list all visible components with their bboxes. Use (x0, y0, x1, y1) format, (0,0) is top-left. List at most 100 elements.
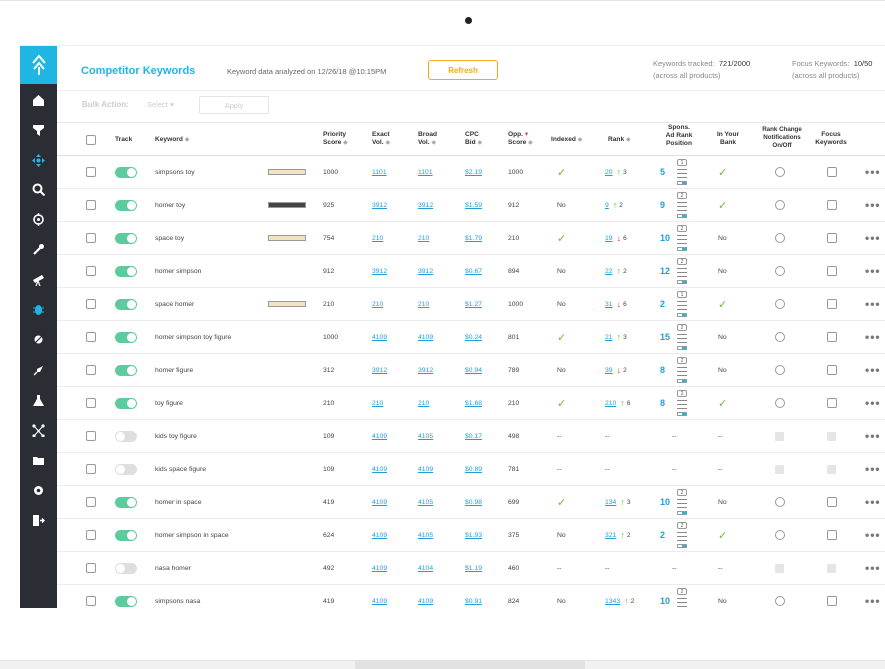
sidebar-item-lab[interactable] (20, 390, 57, 410)
track-toggle[interactable] (115, 552, 137, 584)
rank-link[interactable]: 321 (605, 531, 617, 539)
cpc-bid-link[interactable]: $0.24 (465, 333, 483, 341)
track-toggle[interactable] (115, 156, 137, 188)
exact-vol-link[interactable]: 4109 (372, 564, 388, 572)
track-toggle[interactable] (115, 189, 137, 221)
broad-vol-link[interactable]: 3912 (418, 201, 434, 209)
focus-keyword-checkbox[interactable] (827, 387, 837, 419)
bulk-action-select[interactable]: Select ▾ (147, 100, 174, 109)
col-in-your-bank[interactable]: In Your Bank (709, 131, 747, 147)
broad-vol-link[interactable]: 4105 (418, 432, 434, 440)
broad-vol-link[interactable]: 4109 (418, 465, 434, 473)
rank-link[interactable]: 31 (605, 300, 613, 308)
track-toggle[interactable] (115, 420, 137, 452)
rank-notification-toggle[interactable] (775, 255, 785, 287)
col-opp-score[interactable]: Opp. ▾ Score ◆ (508, 131, 533, 147)
focus-keyword-checkbox[interactable] (827, 321, 837, 353)
broad-vol-link[interactable]: 4109 (418, 597, 434, 605)
row-checkbox[interactable] (86, 585, 96, 608)
col-priority[interactable]: Priority Score ◆ (323, 131, 348, 147)
select-all-checkbox[interactable] (86, 135, 96, 145)
track-toggle[interactable] (115, 453, 137, 485)
broad-vol-link[interactable]: 1101 (418, 168, 433, 176)
sidebar-item-move[interactable] (20, 150, 57, 170)
exact-vol-link[interactable]: 4109 (372, 498, 388, 506)
col-indexed[interactable]: Indexed ◆ (551, 136, 582, 144)
more-options-icon[interactable]: ••• (865, 165, 881, 179)
sidebar-item-logout[interactable] (20, 510, 57, 530)
rank-link[interactable]: 1343 (605, 597, 621, 605)
broad-vol-link[interactable]: 4105 (418, 498, 434, 506)
cpc-bid-link[interactable]: $1.79 (465, 234, 483, 242)
more-options-icon[interactable]: ••• (865, 330, 881, 344)
cpc-bid-link[interactable]: $1.59 (465, 201, 483, 209)
row-checkbox[interactable] (86, 486, 96, 518)
exact-vol-link[interactable]: 1101 (372, 168, 387, 176)
sidebar-item-telescope[interactable] (20, 269, 57, 289)
cpc-bid-link[interactable]: $1.68 (465, 399, 483, 407)
sidebar-item-search[interactable] (20, 179, 57, 199)
rank-notification-toggle[interactable] (775, 321, 785, 353)
rank-notification-toggle[interactable] (775, 387, 785, 419)
more-options-icon[interactable]: ••• (865, 297, 881, 311)
rank-link[interactable]: 9 (605, 201, 609, 209)
cpc-bid-link[interactable]: $0.17 (465, 432, 483, 440)
col-rank[interactable]: Rank ◆ (608, 136, 631, 144)
more-options-icon[interactable]: ••• (865, 594, 881, 608)
focus-keyword-checkbox[interactable] (827, 189, 837, 221)
exact-vol-link[interactable]: 3912 (372, 366, 388, 374)
focus-keyword-checkbox[interactable] (827, 156, 837, 188)
more-options-icon[interactable]: ••• (865, 495, 881, 509)
sidebar-item-folder[interactable] (20, 450, 57, 470)
more-options-icon[interactable]: ••• (865, 264, 881, 278)
row-checkbox[interactable] (86, 156, 96, 188)
sidebar-item-filter[interactable] (20, 120, 57, 140)
broad-vol-link[interactable]: 210 (418, 399, 430, 407)
sidebar-item-wrench[interactable] (20, 239, 57, 259)
row-checkbox[interactable] (86, 387, 96, 419)
broad-vol-link[interactable]: 4104 (418, 564, 434, 572)
cpc-bid-link[interactable]: $1.27 (465, 300, 483, 308)
rank-link[interactable]: 19 (605, 234, 613, 242)
col-spons-ad-rank[interactable]: Spons. Ad Rank Position (657, 124, 701, 148)
broad-vol-link[interactable]: 3912 (418, 366, 434, 374)
apply-button[interactable]: Apply (199, 96, 269, 114)
row-checkbox[interactable] (86, 288, 96, 320)
sidebar-item-settings[interactable] (20, 480, 57, 500)
exact-vol-link[interactable]: 4109 (372, 597, 388, 605)
sidebar-item-satellite[interactable] (20, 329, 57, 349)
more-options-icon[interactable]: ••• (865, 198, 881, 212)
track-toggle[interactable] (115, 354, 137, 386)
track-toggle[interactable] (115, 288, 137, 320)
more-options-icon[interactable]: ••• (865, 231, 881, 245)
rank-notification-toggle[interactable] (775, 585, 785, 608)
sidebar-item-network[interactable] (20, 420, 57, 440)
cpc-bid-link[interactable]: $2.19 (465, 168, 483, 176)
more-options-icon[interactable]: ••• (865, 429, 881, 443)
rank-link[interactable]: 21 (605, 333, 613, 341)
sidebar-item-home[interactable] (20, 90, 57, 110)
cpc-bid-link[interactable]: $0.94 (465, 366, 483, 374)
rank-notification-toggle[interactable] (775, 288, 785, 320)
track-toggle[interactable] (115, 255, 137, 287)
focus-keyword-checkbox[interactable] (827, 354, 837, 386)
focus-keyword-checkbox[interactable] (827, 288, 837, 320)
refresh-button[interactable]: Refresh (428, 60, 498, 80)
more-options-icon[interactable]: ••• (865, 396, 881, 410)
row-checkbox[interactable] (86, 552, 96, 584)
sidebar-item-bug[interactable] (20, 299, 57, 319)
cpc-bid-link[interactable]: $0.89 (465, 465, 483, 473)
exact-vol-link[interactable]: 3912 (372, 201, 388, 209)
track-toggle[interactable] (115, 387, 137, 419)
row-checkbox[interactable] (86, 354, 96, 386)
exact-vol-link[interactable]: 4109 (372, 465, 388, 473)
rank-link[interactable]: 134 (605, 498, 617, 506)
cpc-bid-link[interactable]: $0.67 (465, 267, 483, 275)
more-options-icon[interactable]: ••• (865, 528, 881, 542)
col-keyword[interactable]: Keyword ◆ (155, 136, 189, 144)
rank-notification-toggle[interactable] (775, 156, 785, 188)
track-toggle[interactable] (115, 222, 137, 254)
track-toggle[interactable] (115, 585, 137, 608)
row-checkbox[interactable] (86, 321, 96, 353)
exact-vol-link[interactable]: 3912 (372, 267, 388, 275)
